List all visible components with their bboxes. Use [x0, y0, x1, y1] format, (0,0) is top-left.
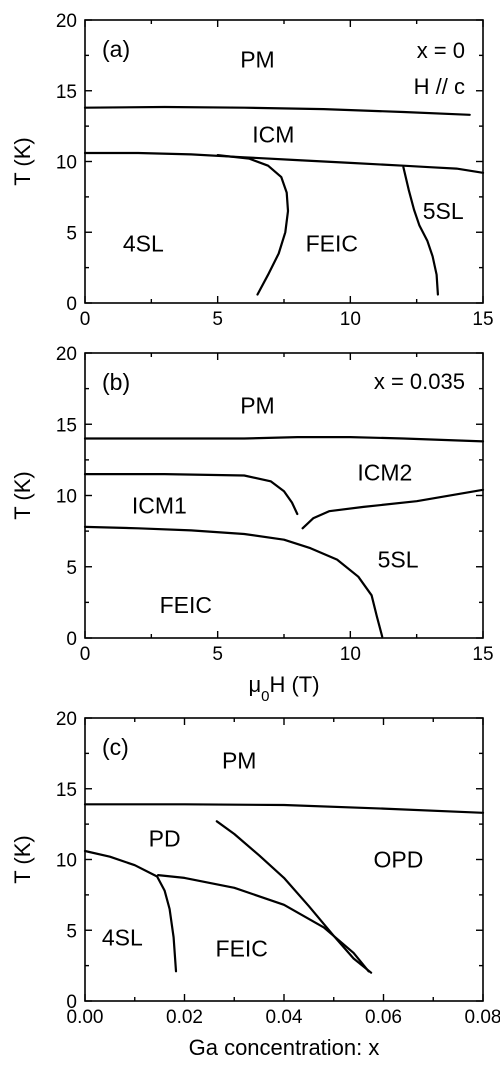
phase-boundary-line: [85, 474, 297, 514]
annotation-text: H // c: [414, 74, 465, 99]
panel-2: 0 5 10 15 0 5 10 15 20 T (K) μ0H (T) (b) x = 0.035 PM…: [10, 344, 494, 705]
phase-region-label: ICM2: [357, 460, 412, 486]
annotation-text: x = 0: [417, 38, 465, 63]
y-axis-title: T (K): [10, 835, 35, 883]
phase-boundary-line: [303, 490, 483, 529]
x-tick-label: 0.04: [266, 1007, 303, 1028]
phase-region-label: ICM1: [132, 492, 187, 518]
x-axis-title: μ0H (T): [248, 672, 319, 705]
phase-boundary-line: [85, 851, 176, 971]
x-tick-label: 0.06: [365, 1007, 402, 1028]
x-tick-label: 5: [212, 644, 223, 665]
x-tick-label: 5: [212, 309, 223, 330]
x-axis-title: Ga concentration: x: [189, 1035, 380, 1060]
phase-region-label: 5SL: [378, 547, 419, 573]
y-tick-label: 15: [56, 780, 77, 801]
phase-boundary-line: [403, 167, 438, 294]
x-tick-label: 0: [80, 309, 91, 330]
phase-region-label: PD: [149, 825, 181, 851]
phase-region-label: PM: [240, 47, 275, 73]
phase-region-label: 4SL: [123, 231, 164, 257]
y-tick-label: 20: [56, 344, 77, 365]
panel-label: (c): [102, 734, 129, 760]
y-tick-label: 20: [56, 11, 77, 32]
phase-region-label: ICM: [252, 122, 294, 148]
panel-label: (b): [102, 369, 130, 395]
phase-region-label: FEIC: [160, 592, 212, 618]
x-tick-label: 0.08: [465, 1007, 500, 1028]
panel-1: 0 5 10 15 0 5 10 15 20 T (K) (a) x = 0 H // c PM ICM 5S…: [10, 11, 494, 330]
y-tick-label: 10: [56, 487, 77, 508]
y-axis-title: T (K): [10, 137, 35, 185]
x-tick-label: 15: [472, 644, 493, 665]
y-tick-label: 0: [66, 294, 77, 315]
phase-boundary-line: [85, 804, 483, 813]
y-tick-label: 0: [66, 629, 77, 650]
y-tick-label: 5: [66, 558, 77, 579]
x-tick-label: 0: [80, 644, 91, 665]
phase-boundary-line: [85, 107, 470, 115]
phase-region-label: 5SL: [423, 198, 464, 224]
phase-region-label: FEIC: [216, 936, 268, 962]
y-tick-label: 10: [56, 851, 77, 872]
x-tick-label: 10: [340, 644, 361, 665]
annotation-text: x = 0.035: [374, 369, 465, 394]
y-tick-label: 20: [56, 709, 77, 730]
y-tick-label: 10: [56, 153, 77, 174]
phase-region-label: OPD: [374, 847, 424, 873]
phase-boundary-line: [85, 153, 483, 173]
x-tick-label: 10: [340, 309, 361, 330]
y-tick-label: 5: [66, 223, 77, 244]
y-tick-label: 0: [66, 992, 77, 1013]
phase-boundary-line: [85, 437, 483, 441]
phase-region-label: 4SL: [102, 924, 143, 950]
phase-region-label: PM: [222, 747, 257, 773]
y-tick-label: 15: [56, 415, 77, 436]
panel-label: (a): [102, 36, 130, 62]
phase-boundary-line: [85, 527, 382, 637]
phase-boundary-line: [218, 155, 288, 294]
x-tick-label: 0.02: [166, 1007, 203, 1028]
phase-region-label: PM: [240, 393, 275, 419]
y-tick-label: 15: [56, 82, 77, 103]
y-axis-title: T (K): [10, 471, 35, 519]
y-tick-label: 5: [66, 921, 77, 942]
phase-region-label: FEIC: [306, 231, 358, 257]
x-tick-label: 15: [472, 309, 493, 330]
